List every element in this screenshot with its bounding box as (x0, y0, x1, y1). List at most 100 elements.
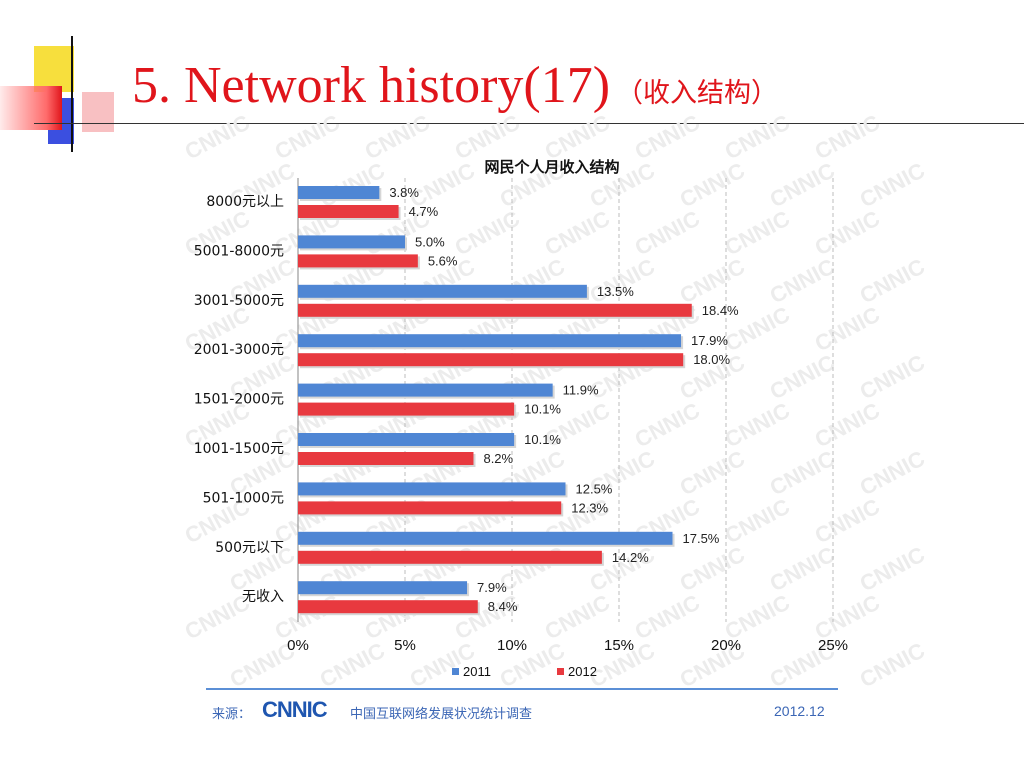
bar-2011 (298, 284, 587, 298)
bar-2012 (298, 600, 478, 614)
value-label-2012: 4.7% (409, 204, 439, 219)
watermark-mark: CNNIC (811, 494, 884, 549)
bar-2011 (298, 235, 405, 249)
category-label: 500元以下 (215, 540, 284, 556)
category-label: 1001-1500元 (194, 441, 284, 457)
cnnic-logo: CNNIC (262, 697, 328, 722)
source-date: 2012.12 (774, 703, 825, 719)
watermark-mark: CNNIC (451, 206, 524, 261)
value-label-2012: 18.0% (693, 352, 730, 367)
watermark-mark: CNNIC (811, 206, 884, 261)
watermark-mark: CNNIC (856, 254, 929, 309)
value-label-2012: 18.4% (702, 303, 739, 318)
watermark-mark: CNNIC (271, 110, 344, 165)
watermark-mark: CNNIC (811, 110, 884, 165)
watermark-mark: CNNIC (541, 206, 614, 261)
x-tick-label: 5% (394, 637, 416, 654)
x-tick-label: 15% (604, 637, 634, 654)
slide-title: 5. Network history(17) （收入结构） (132, 56, 778, 115)
deco-vertical-line (71, 36, 73, 152)
watermark-mark: CNNIC (541, 590, 614, 645)
watermark-mark: CNNIC (811, 302, 884, 357)
watermark-mark: CNNIC (676, 254, 749, 309)
watermark-mark: CNNIC (676, 542, 749, 597)
value-label-2012: 14.2% (612, 550, 649, 565)
watermark-mark: CNNIC (856, 446, 929, 501)
chart-title: 网民个人月收入结构 (484, 158, 619, 176)
bar-2011 (298, 383, 553, 397)
bar-2011 (298, 334, 682, 348)
watermark-mark: CNNIC (676, 158, 749, 213)
watermark-mark: CNNIC (316, 158, 389, 213)
watermark-mark: CNNIC (631, 398, 704, 453)
value-label-2011: 3.8% (389, 185, 419, 200)
value-label-2011: 17.5% (683, 531, 720, 546)
value-label-2011: 17.9% (691, 333, 728, 348)
bar-2011 (298, 581, 468, 595)
watermark-mark: CNNIC (766, 254, 839, 309)
watermark-mark: CNNIC (676, 446, 749, 501)
deco-pink-square (82, 92, 114, 132)
bar-2011 (298, 482, 566, 496)
category-label: 3001-5000元 (194, 293, 284, 309)
x-tick-label: 25% (818, 637, 848, 654)
watermark-mark: CNNIC (766, 158, 839, 213)
legend-label: 2012 (568, 664, 597, 679)
category-label: 1501-2000元 (194, 392, 284, 408)
legend-label: 2011 (463, 664, 491, 679)
source-divider (206, 688, 838, 690)
watermark-mark: CNNIC (496, 254, 569, 309)
slide-title-cn: （收入结构） (616, 78, 779, 109)
watermark-mark: CNNIC (316, 638, 389, 693)
bars: 3.8% 4.7% 5.0% 5.6% 13.5% 18.4% 17.9% 18.0% 11.9… (298, 185, 739, 616)
watermark-mark: CNNIC (631, 206, 704, 261)
slide-title-en: 5. Network history(17) (132, 57, 611, 114)
category-label: 501-1000元 (203, 490, 284, 506)
bar-2012 (298, 353, 684, 367)
watermark-mark: CNNIC (631, 110, 704, 165)
grid-lines (297, 178, 834, 622)
x-tick-label: 0% (287, 637, 309, 654)
legend-swatch (557, 668, 564, 675)
source-survey: 中国互联网络发展状况统计调查 (350, 707, 533, 722)
watermark-mark: CNNIC (856, 542, 929, 597)
watermark-mark: CNNIC (451, 110, 524, 165)
bar-2012 (298, 550, 602, 564)
bar-2012 (298, 254, 418, 268)
x-tick-labels: 0% 5% 10% 15% 20% 25% (287, 637, 848, 654)
watermark-mark: CNNIC (766, 350, 839, 405)
category-label: 2001-3000元 (194, 342, 284, 358)
watermark-mark: CNNIC (541, 110, 614, 165)
legend-swatch (452, 668, 459, 675)
source-label: 来源： (212, 707, 252, 722)
value-label-2012: 12.3% (571, 500, 608, 515)
watermark-mark: CNNIC (586, 254, 659, 309)
watermark-mark: CNNIC (766, 542, 839, 597)
deco-yellow-square (34, 46, 74, 92)
watermark-mark: CNNIC (856, 158, 929, 213)
bar-2012 (298, 303, 692, 317)
watermark-mark: CNNIC (721, 398, 794, 453)
watermark-mark: CNNIC (721, 494, 794, 549)
value-label-2011: 5.0% (415, 234, 445, 249)
category-label: 无收入 (242, 589, 284, 605)
x-tick-label: 20% (711, 637, 741, 654)
bar-2011 (298, 531, 673, 545)
bar-2012 (298, 501, 562, 515)
watermark-mark: CNNIC (856, 350, 929, 405)
watermark-mark: CNNIC (766, 446, 839, 501)
watermark-mark: CNNIC (721, 206, 794, 261)
bar-2012 (298, 402, 515, 416)
value-label-2011: 13.5% (597, 284, 634, 299)
value-label-2011: 12.5% (576, 481, 613, 496)
legend: 2011 2012 (452, 664, 597, 679)
value-label-2011: 11.9% (563, 383, 599, 398)
watermark-mark: CNNIC (181, 110, 254, 165)
value-label-2011: 10.1% (524, 432, 561, 447)
watermark-mark: CNNIC (811, 398, 884, 453)
watermark-mark: CNNIC (361, 110, 434, 165)
bar-2011 (298, 186, 380, 199)
category-label: 8000元以上 (206, 194, 284, 210)
category-labels: 8000元以上 5001-8000元 3001-5000元 2001-3000元 150… (194, 194, 284, 605)
